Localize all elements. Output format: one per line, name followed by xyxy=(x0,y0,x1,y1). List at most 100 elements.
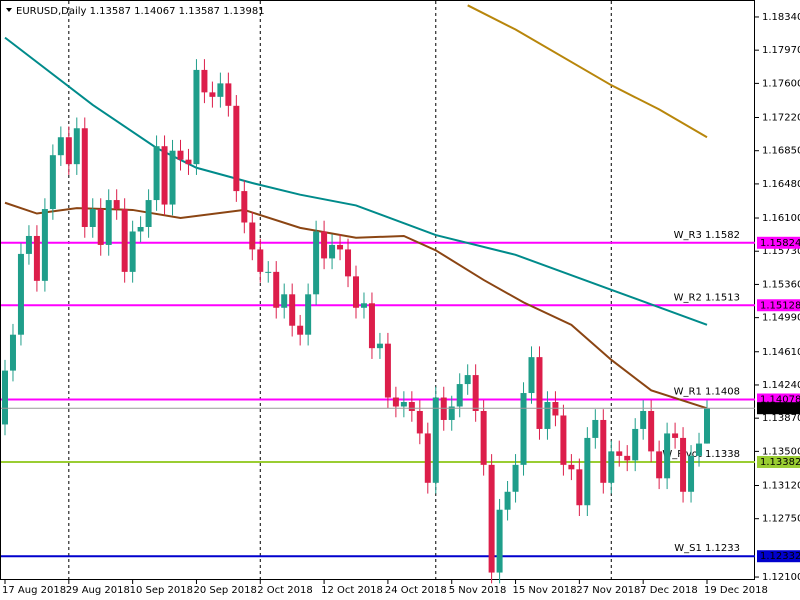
candle-body xyxy=(584,437,591,506)
candle-body xyxy=(281,294,288,308)
candle-body xyxy=(440,397,447,420)
candle-body xyxy=(73,128,80,165)
y-tick-label: 1.15730 xyxy=(762,246,800,257)
candle-body xyxy=(384,343,391,398)
y-tick-label: 1.12750 xyxy=(762,514,800,525)
level-axis-label: 1.12332 xyxy=(760,551,800,562)
x-tick-label: 2 Oct 2018 xyxy=(257,585,312,596)
x-tick-label: 20 Sep 2018 xyxy=(193,585,256,596)
candle-body xyxy=(121,209,128,272)
level-axis-label: 1.15128 xyxy=(760,300,800,311)
y-tick-label: 1.17220 xyxy=(762,112,800,123)
candle-body xyxy=(209,92,216,97)
y-tick-label: 1.17600 xyxy=(762,78,800,89)
y-tick-label: 1.14990 xyxy=(762,313,800,324)
candle-body xyxy=(664,433,671,479)
y-tick-label: 1.13500 xyxy=(762,446,800,457)
candle-body xyxy=(297,325,304,335)
candle-body xyxy=(496,509,503,573)
y-tick-label: 1.14610 xyxy=(762,347,800,358)
x-tick-label: 19 Dec 2018 xyxy=(704,585,768,596)
y-tick-label: 1.15360 xyxy=(762,279,800,290)
x-tick-label: 17 Aug 2018 xyxy=(2,585,66,596)
candle-body xyxy=(432,397,439,483)
candle-body xyxy=(392,397,399,407)
x-tick-label: 10 Sep 2018 xyxy=(130,585,193,596)
level-label: W_S1 1.1233 xyxy=(674,543,740,554)
candle-body xyxy=(552,402,559,416)
y-tick-label: 1.14240 xyxy=(762,380,800,391)
level-axis-label: 1.14078 xyxy=(760,395,800,406)
candle-body xyxy=(193,69,200,165)
candle-body xyxy=(337,244,344,250)
x-tick-label: 15 Nov 2018 xyxy=(513,585,577,596)
moving-average xyxy=(4,201,708,410)
y-tick-label: 1.13120 xyxy=(762,480,800,491)
candle-body xyxy=(512,464,519,492)
candle-body xyxy=(25,235,32,254)
candle-body xyxy=(113,200,120,210)
level-axis-box xyxy=(757,236,800,249)
candle-body xyxy=(169,150,176,205)
candle-body xyxy=(201,69,208,93)
candle-body xyxy=(233,105,240,192)
x-tick-label: 12 Oct 2018 xyxy=(321,585,383,596)
candle-body xyxy=(345,249,352,277)
candle-body xyxy=(608,451,615,483)
candle-body xyxy=(225,83,232,106)
candle-body xyxy=(9,334,16,371)
candle-body xyxy=(688,455,695,492)
candle-body xyxy=(416,410,423,434)
candle-body xyxy=(576,469,583,506)
candle-body xyxy=(305,294,312,335)
candle-body xyxy=(161,146,168,205)
candle-body xyxy=(560,415,567,465)
candle-body xyxy=(89,209,96,227)
candle-body xyxy=(360,303,367,308)
y-tick-label: 1.17970 xyxy=(762,45,800,56)
x-tick-label: 27 Nov 2018 xyxy=(576,585,640,596)
x-tick-label: 5 Nov 2018 xyxy=(449,585,507,596)
candle-body xyxy=(704,408,710,444)
candle-body xyxy=(265,271,272,273)
candle-body xyxy=(488,464,495,573)
candle-body xyxy=(624,455,631,461)
moving-average xyxy=(467,4,708,139)
candle-body xyxy=(600,419,607,483)
candle-body xyxy=(448,406,455,420)
candle-body xyxy=(672,433,679,438)
candle-body xyxy=(17,253,24,335)
candle-body xyxy=(656,451,663,479)
candle-body xyxy=(400,402,407,407)
candle-body xyxy=(81,128,88,227)
price-axis-box xyxy=(757,402,800,415)
y-tick-label: 1.16480 xyxy=(762,179,800,190)
candle-body xyxy=(41,209,48,281)
candle-body xyxy=(456,384,463,407)
candle-body xyxy=(321,231,328,259)
x-tick-label: 29 Aug 2018 xyxy=(66,585,130,596)
candle-body xyxy=(680,437,687,492)
candle-body xyxy=(353,276,359,308)
candle-body xyxy=(544,402,551,429)
candle-body xyxy=(313,231,320,295)
candle-body xyxy=(528,357,535,394)
candle-body xyxy=(185,159,192,165)
candle-body xyxy=(65,137,72,165)
candle-body xyxy=(33,235,40,281)
candle-body xyxy=(480,410,487,465)
level-axis-box xyxy=(757,455,800,468)
candle-body xyxy=(568,464,575,470)
candle-body xyxy=(640,410,647,429)
candle-body xyxy=(241,191,248,223)
candle-body xyxy=(376,343,383,349)
candle-body xyxy=(289,294,296,326)
candle-body xyxy=(2,370,8,425)
x-tick-label: 24 Oct 2018 xyxy=(385,585,447,596)
candle-body xyxy=(696,443,703,456)
y-tick-label: 1.18340 xyxy=(762,12,800,23)
candle-body xyxy=(49,155,56,210)
candle-body xyxy=(424,433,431,483)
y-tick-label: 1.12100 xyxy=(762,572,800,583)
